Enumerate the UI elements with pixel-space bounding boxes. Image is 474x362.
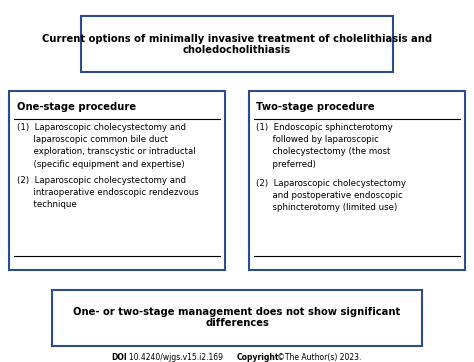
Text: (1)  Endoscopic sphincterotomy
      followed by laparoscopic
      cholecystect: (1) Endoscopic sphincterotomy followed b… xyxy=(256,123,393,169)
Text: Two-stage procedure: Two-stage procedure xyxy=(256,102,374,112)
Text: (2)  Laparoscopic cholecystectomy and
      intraoperative endoscopic rendezvous: (2) Laparoscopic cholecystectomy and int… xyxy=(17,176,198,209)
Text: (2)  Laparoscopic cholecystectomy
      and postoperative endoscopic
      sphin: (2) Laparoscopic cholecystectomy and pos… xyxy=(256,179,406,212)
Text: DOI: DOI xyxy=(111,353,127,362)
FancyBboxPatch shape xyxy=(52,290,422,346)
FancyBboxPatch shape xyxy=(249,90,465,270)
Text: Current options of minimally invasive treatment of cholelithiasis and
choledocho: Current options of minimally invasive tr… xyxy=(42,34,432,55)
Text: ©The Author(s) 2023.: ©The Author(s) 2023. xyxy=(275,353,361,362)
Text: (1)  Laparoscopic cholecystectomy and
      laparoscopic common bile duct
      : (1) Laparoscopic cholecystectomy and lap… xyxy=(17,123,195,169)
Text: Copyright: Copyright xyxy=(237,353,280,362)
FancyBboxPatch shape xyxy=(9,90,225,270)
Text: One-stage procedure: One-stage procedure xyxy=(17,102,136,112)
Text: : 10.4240/wjgs.v15.i2.169: : 10.4240/wjgs.v15.i2.169 xyxy=(124,353,228,362)
Text: One- or two-stage management does not show significant
differences: One- or two-stage management does not sh… xyxy=(73,307,401,328)
FancyBboxPatch shape xyxy=(81,16,393,72)
